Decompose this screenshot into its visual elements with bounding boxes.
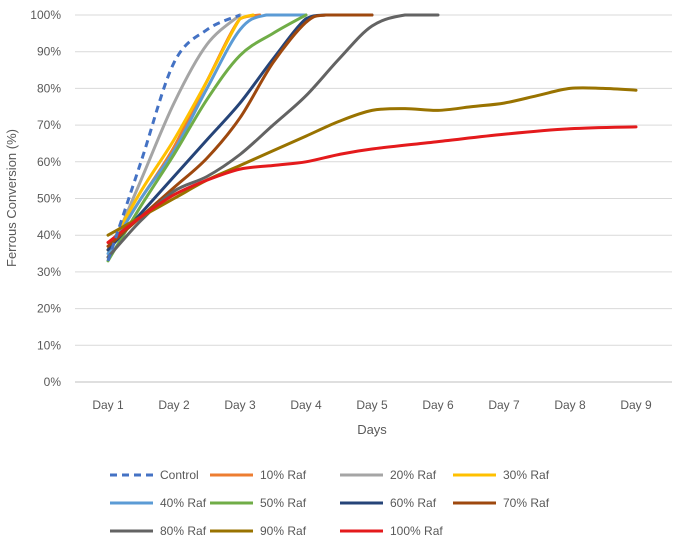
axes: 0% 10% 20% 30% 40% 50% 60% 70% 80% 90% 100% Day 1 Da… [30,8,672,412]
legend-label-control: Control [160,468,199,482]
series-line-40pct-raf [106,13,308,256]
x-axis-title: Days [357,422,387,437]
series-line-30pct-raf [106,13,255,252]
y-tick-label: 70% [37,118,61,132]
series-line-control [106,13,241,262]
x-tick-label: Day 2 [158,398,190,412]
y-tick-label: 30% [37,265,61,279]
y-tick-label: 100% [30,8,61,22]
gridlines [75,14,672,346]
legend-label-100pct-raf: 100% Raf [390,524,443,538]
y-tick-label: 10% [37,338,61,352]
y-axis-title: Ferrous Conversion (%) [4,129,19,267]
series-line-80pct-raf [106,13,440,259]
x-tick-label: Day 7 [488,398,520,412]
legend-label-20pct-raf: 20% Raf [390,468,437,482]
x-tick-label: Day 6 [422,398,454,412]
legend-label-80pct-raf: 80% Raf [160,524,207,538]
x-tick-label: Day 4 [290,398,322,412]
legend-label-70pct-raf: 70% Raf [503,496,550,510]
legend-label-50pct-raf: 50% Raf [260,496,307,510]
x-tick-label: Day 1 [92,398,124,412]
x-tick-label: Day 9 [620,398,652,412]
y-tick-label: 20% [37,302,61,316]
legend-label-90pct-raf: 90% Raf [260,524,307,538]
legend-label-10pct-raf: 10% Raf [260,468,307,482]
series-line-20pct-raf [106,13,242,259]
y-tick-label: 40% [37,228,61,242]
legend: Control 10% Raf 20% Raf 30% Raf 40% Raf 50% R… [110,468,550,538]
y-tick-label: 80% [37,81,61,95]
y-tick-label: 50% [37,192,61,206]
y-tick-label: 0% [44,375,62,389]
x-tick-label: Day 5 [356,398,388,412]
legend-label-60pct-raf: 60% Raf [390,496,437,510]
y-tick-label: 60% [37,155,61,169]
x-tick-label: Day 8 [554,398,586,412]
x-tick-label: Day 3 [224,398,256,412]
legend-label-30pct-raf: 30% Raf [503,468,550,482]
series-line-100pct-raf [106,125,638,244]
series-lines [106,13,638,263]
y-tick-label: 90% [37,45,61,59]
legend-label-40pct-raf: 40% Raf [160,496,207,510]
series-line-50pct-raf [106,13,308,263]
